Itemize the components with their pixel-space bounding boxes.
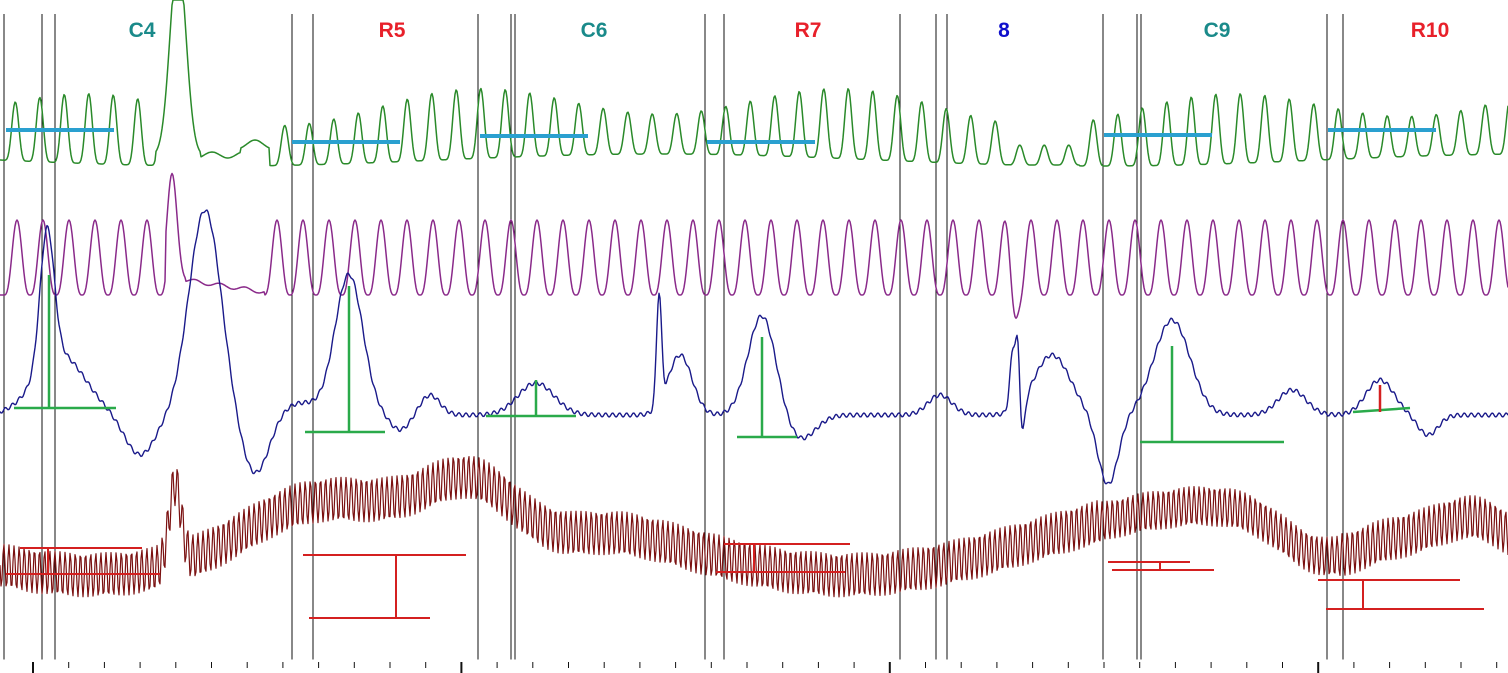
segment-label: C9 [1204,19,1231,42]
segment-label: R7 [795,19,822,42]
series-green [0,0,1508,167]
series-blue [0,209,1508,485]
traces [0,0,1508,598]
segment-label: C6 [581,19,608,42]
time-axis [0,659,1508,673]
segment-label: C4 [129,19,156,42]
segment-label: R10 [1411,19,1450,42]
segment-label: 8 [998,19,1010,42]
series-darkred [0,456,1508,598]
series-purple [0,172,1508,319]
segment-label: R5 [379,19,406,42]
measurement-markers [6,128,1484,619]
segment-labels: C4 R5 C6 R7 8 C9 R10 [129,19,1450,42]
peak-baseline-5 [1352,406,1411,414]
